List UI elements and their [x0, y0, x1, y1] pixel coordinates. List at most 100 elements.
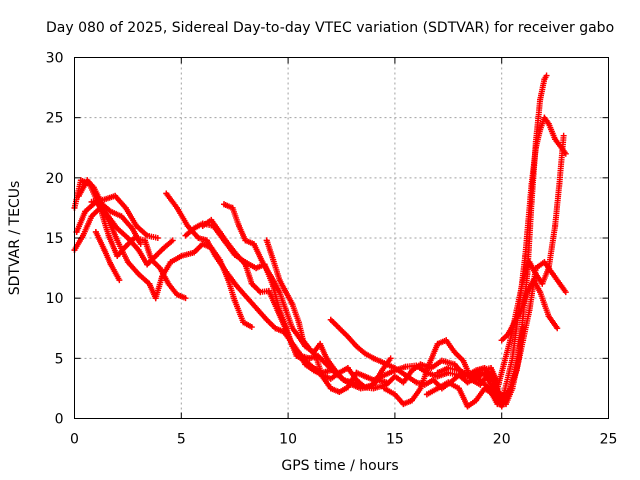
- data-point: [137, 241, 144, 248]
- x-tick-label: 25: [600, 432, 618, 448]
- data-point: [144, 261, 151, 268]
- data-point: [344, 333, 351, 340]
- data-point: [400, 379, 407, 386]
- data-point: [310, 364, 317, 371]
- data-point: [370, 355, 377, 362]
- data-point: [500, 361, 507, 368]
- data-point: [455, 367, 462, 374]
- marker-trail: [71, 204, 254, 330]
- data-point: [543, 72, 550, 79]
- data-point: [353, 343, 360, 350]
- data-point: [199, 241, 206, 248]
- data-point: [199, 222, 206, 229]
- data-point: [306, 355, 313, 362]
- data-point: [319, 373, 326, 380]
- data-point: [473, 397, 480, 404]
- data-point: [114, 225, 121, 232]
- data-point: [114, 237, 121, 244]
- data-point: [332, 367, 339, 374]
- x-tick-label: 15: [386, 432, 404, 448]
- data-point: [556, 180, 563, 187]
- data-point: [161, 244, 168, 251]
- data-point: [159, 273, 166, 280]
- data-point: [537, 96, 544, 103]
- data-point: [541, 259, 548, 266]
- data-point: [231, 297, 238, 304]
- data-point: [423, 391, 430, 398]
- data-point: [552, 222, 559, 229]
- data-point: [208, 216, 215, 223]
- data-point: [242, 261, 249, 268]
- data-point: [361, 373, 368, 380]
- data-point: [282, 289, 289, 296]
- y-tick-label: 5: [55, 351, 64, 367]
- data-point: [129, 225, 136, 232]
- data-point: [259, 259, 266, 266]
- data-point: [494, 401, 501, 408]
- data-point: [500, 391, 507, 398]
- data-point: [477, 367, 484, 374]
- data-point: [75, 192, 82, 199]
- data-point: [426, 361, 433, 368]
- data-point: [327, 375, 334, 382]
- data-point: [229, 204, 236, 211]
- data-point: [154, 235, 161, 241]
- data-point: [306, 345, 313, 352]
- data-point: [268, 273, 275, 280]
- series-group: [71, 72, 569, 410]
- data-point: [191, 249, 198, 256]
- data-point: [282, 307, 289, 314]
- data-point: [124, 235, 131, 241]
- data-point: [381, 385, 388, 392]
- data-point: [167, 259, 174, 266]
- data-point: [88, 198, 95, 205]
- data-point: [488, 373, 495, 380]
- data-point: [327, 316, 334, 323]
- y-tick-label: 15: [46, 231, 64, 247]
- data-point: [498, 337, 505, 344]
- y-tick-label: 25: [46, 111, 64, 127]
- data-point: [552, 136, 559, 143]
- data-point: [391, 364, 398, 371]
- data-point: [549, 271, 556, 278]
- data-point: [417, 385, 424, 392]
- data-point: [112, 192, 119, 199]
- data-point: [541, 301, 548, 308]
- data-point: [265, 287, 272, 294]
- data-point: [528, 180, 535, 187]
- data-point: [511, 319, 518, 326]
- data-point: [144, 232, 151, 239]
- data-point: [549, 319, 556, 326]
- data-point: [272, 325, 279, 332]
- data-point: [520, 313, 527, 320]
- data-point: [558, 283, 565, 290]
- data-point: [165, 280, 172, 287]
- y-tick-label: 10: [46, 291, 64, 307]
- data-point: [101, 196, 108, 203]
- data-point: [163, 190, 170, 197]
- data-point: [223, 268, 230, 275]
- data-point: [233, 251, 240, 258]
- series-sat-e: [88, 192, 161, 241]
- data-point: [520, 277, 527, 284]
- data-point: [135, 271, 142, 278]
- series-sat-d: [75, 177, 144, 248]
- data-point: [122, 204, 129, 211]
- data-point: [430, 376, 437, 383]
- data-point: [263, 316, 270, 323]
- marker-trail: [221, 201, 502, 398]
- data-point: [82, 208, 89, 215]
- data-point: [413, 379, 420, 386]
- data-point: [545, 265, 552, 272]
- data-point: [270, 256, 277, 263]
- data-point: [445, 379, 452, 386]
- data-point: [455, 385, 462, 392]
- data-point: [174, 291, 181, 298]
- data-point: [257, 289, 264, 296]
- chart-title: Day 080 of 2025, Sidereal Day-to-day VTE…: [46, 20, 614, 36]
- data-point: [408, 397, 415, 404]
- data-point: [532, 271, 539, 278]
- data-point: [505, 331, 512, 338]
- data-point: [182, 295, 189, 302]
- data-point: [116, 277, 123, 284]
